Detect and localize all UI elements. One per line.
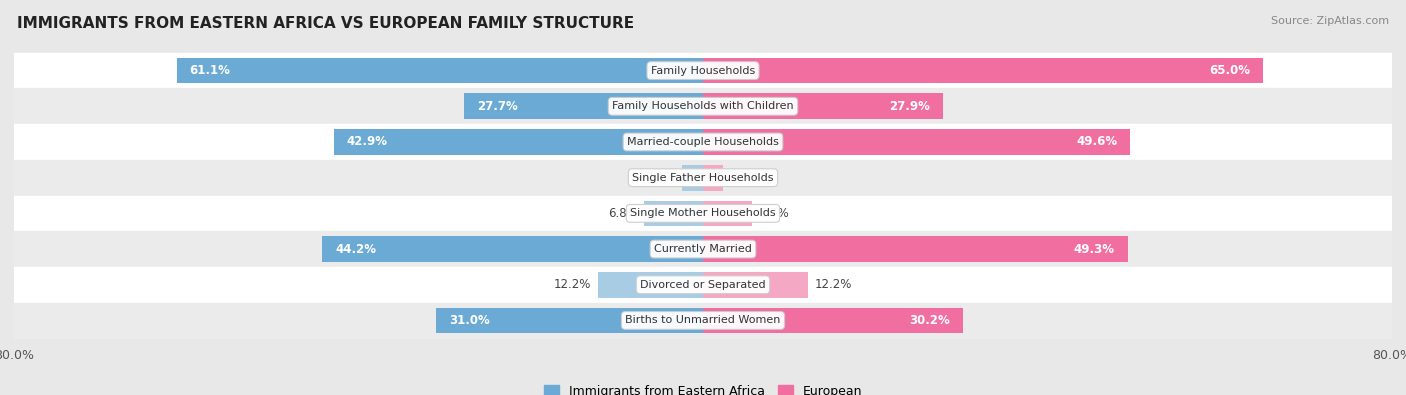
- Bar: [14, 124, 1392, 160]
- Bar: [703, 165, 723, 190]
- Text: Family Households with Children: Family Households with Children: [612, 101, 794, 111]
- Text: 2.4%: 2.4%: [645, 171, 675, 184]
- Bar: [14, 53, 1392, 88]
- Bar: [14, 196, 1392, 231]
- Bar: [177, 58, 703, 83]
- Bar: [644, 201, 703, 226]
- Bar: [703, 129, 1130, 155]
- Text: 44.2%: 44.2%: [335, 243, 377, 256]
- Text: 6.8%: 6.8%: [607, 207, 637, 220]
- Legend: Immigrants from Eastern Africa, European: Immigrants from Eastern Africa, European: [538, 380, 868, 395]
- Bar: [14, 231, 1392, 267]
- Bar: [703, 94, 943, 119]
- Text: 31.0%: 31.0%: [449, 314, 489, 327]
- Text: 61.1%: 61.1%: [190, 64, 231, 77]
- Text: IMMIGRANTS FROM EASTERN AFRICA VS EUROPEAN FAMILY STRUCTURE: IMMIGRANTS FROM EASTERN AFRICA VS EUROPE…: [17, 16, 634, 31]
- Text: Single Mother Households: Single Mother Households: [630, 209, 776, 218]
- Text: Births to Unmarried Women: Births to Unmarried Women: [626, 316, 780, 325]
- Bar: [14, 267, 1392, 303]
- Text: 49.6%: 49.6%: [1076, 135, 1118, 149]
- Text: 12.2%: 12.2%: [815, 278, 852, 291]
- Bar: [598, 272, 703, 297]
- Bar: [703, 308, 963, 333]
- Bar: [322, 236, 703, 262]
- Bar: [464, 94, 703, 119]
- Text: 5.7%: 5.7%: [759, 207, 789, 220]
- Bar: [703, 236, 1128, 262]
- Text: Divorced or Separated: Divorced or Separated: [640, 280, 766, 290]
- Text: 42.9%: 42.9%: [346, 135, 388, 149]
- Bar: [14, 303, 1392, 338]
- Text: Married-couple Households: Married-couple Households: [627, 137, 779, 147]
- Text: 27.7%: 27.7%: [478, 100, 519, 113]
- Bar: [14, 160, 1392, 196]
- Text: Single Father Households: Single Father Households: [633, 173, 773, 182]
- Text: 27.9%: 27.9%: [890, 100, 931, 113]
- Text: Family Households: Family Households: [651, 66, 755, 75]
- Text: 2.3%: 2.3%: [730, 171, 759, 184]
- Text: Source: ZipAtlas.com: Source: ZipAtlas.com: [1271, 16, 1389, 26]
- Bar: [436, 308, 703, 333]
- Bar: [682, 165, 703, 190]
- Bar: [703, 58, 1263, 83]
- Bar: [14, 88, 1392, 124]
- Bar: [333, 129, 703, 155]
- Text: 49.3%: 49.3%: [1074, 243, 1115, 256]
- Text: 12.2%: 12.2%: [554, 278, 591, 291]
- Bar: [703, 272, 808, 297]
- Text: 65.0%: 65.0%: [1209, 64, 1250, 77]
- Text: Currently Married: Currently Married: [654, 244, 752, 254]
- Text: 30.2%: 30.2%: [910, 314, 950, 327]
- Bar: [703, 201, 752, 226]
